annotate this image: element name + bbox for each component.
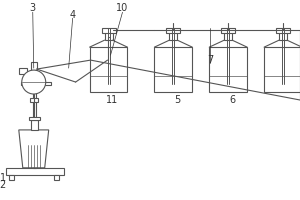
Bar (29, 117, 40, 120)
Bar (90, 76, 127, 91)
Bar (104, 31, 112, 40)
Bar (276, 28, 290, 33)
Bar (279, 31, 287, 40)
Bar (167, 28, 180, 33)
Bar (30, 98, 38, 102)
Bar (169, 31, 177, 40)
Bar (154, 47, 192, 92)
Bar (221, 28, 235, 33)
Bar (90, 47, 128, 92)
Bar (31, 62, 37, 70)
Text: 7: 7 (207, 55, 213, 65)
Text: 1: 1 (0, 173, 6, 183)
Text: 11: 11 (106, 95, 119, 105)
Bar (102, 28, 116, 33)
Bar (209, 47, 247, 92)
Text: 6: 6 (229, 95, 235, 105)
Bar (9, 175, 14, 180)
Circle shape (22, 70, 46, 94)
Text: 4: 4 (70, 10, 76, 20)
Bar (21, 82, 51, 85)
Bar (265, 76, 300, 91)
Polygon shape (19, 130, 49, 168)
Bar (31, 120, 38, 130)
Bar (6, 168, 64, 175)
Bar (264, 47, 300, 92)
Bar (19, 68, 27, 74)
Bar (33, 68, 36, 168)
Bar (210, 76, 246, 91)
Bar (224, 31, 232, 40)
Text: 3: 3 (30, 3, 36, 13)
Text: 2: 2 (0, 180, 6, 190)
Bar (54, 175, 59, 180)
Text: 10: 10 (116, 3, 129, 13)
Bar (155, 76, 191, 91)
Text: 5: 5 (174, 95, 181, 105)
